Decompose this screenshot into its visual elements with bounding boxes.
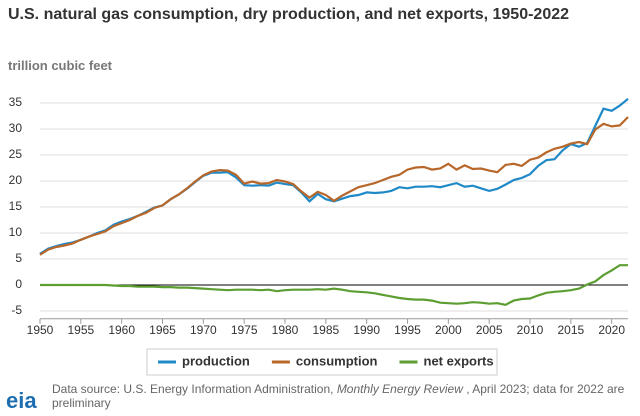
x-tick-label: 1980: [272, 323, 299, 337]
y-tick-label: 0: [15, 277, 22, 291]
series-line: [39, 116, 629, 256]
y-tick-label: 15: [9, 199, 23, 213]
legend-label: consumption: [296, 353, 378, 368]
x-tick-label: 2020: [598, 323, 625, 337]
x-tick-label: 1960: [108, 323, 135, 337]
x-tick-label: 2000: [435, 323, 462, 337]
x-tick-label: 1990: [353, 323, 380, 337]
logo: eia: [6, 388, 37, 413]
chart-subtitle: trillion cubic feet: [8, 58, 113, 73]
x-tick-label: 2015: [557, 323, 584, 337]
y-tick-label: 35: [9, 95, 23, 109]
series-line: [40, 264, 628, 306]
x-tick-label: 1955: [67, 323, 94, 337]
x-tick-label: 1975: [231, 323, 258, 337]
y-tick-label: 10: [9, 225, 23, 239]
x-tick-label: 1970: [190, 323, 217, 337]
y-tick-label: -5: [11, 303, 22, 317]
source-italic: Monthly Energy Review: [336, 382, 463, 396]
chart: -5 0 5 10 15 20 25 30 35 1950 1955 1960 1965 1970 1975…: [9, 95, 629, 376]
series-line: [39, 97, 629, 255]
x-tick-label: 1950: [27, 323, 54, 337]
y-tick-label: 5: [15, 251, 22, 265]
x-tick-label: 2005: [476, 323, 503, 337]
source-suffix: , April 2023; data for 2022 are prelimin…: [52, 382, 625, 410]
y-tick-label: 30: [9, 121, 23, 135]
x-tick-label: 1985: [312, 323, 339, 337]
legend-label: net exports: [424, 353, 494, 368]
source-note: Data source: U.S. Energy Information Adm…: [52, 382, 632, 410]
y-tick-label: 20: [9, 173, 23, 187]
legend-box: [146, 348, 498, 376]
x-tick-label: 1995: [394, 323, 421, 337]
chart-title: U.S. natural gas consumption, dry produc…: [8, 6, 570, 23]
source-prefix: Data source: U.S. Energy Information Adm…: [52, 382, 334, 396]
legend-label: production: [182, 353, 250, 368]
x-tick-label: 1965: [149, 323, 176, 337]
y-tick-label: 25: [9, 147, 23, 161]
x-tick-label: 2010: [517, 323, 544, 337]
